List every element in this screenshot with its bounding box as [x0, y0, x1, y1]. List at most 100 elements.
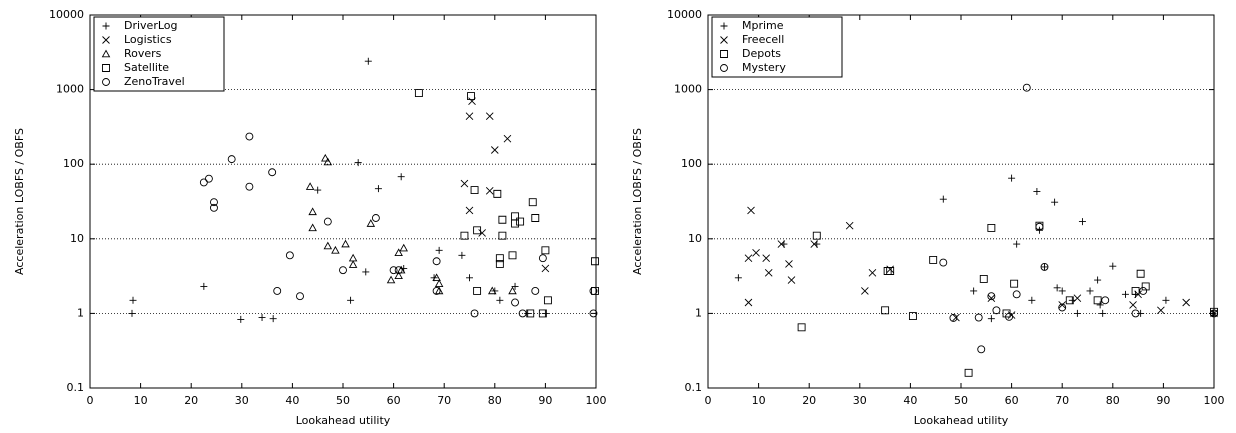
data-point — [364, 57, 372, 65]
data-point — [1073, 294, 1082, 302]
data-point — [881, 306, 890, 315]
data-point — [394, 271, 403, 279]
data-point — [1005, 312, 1014, 321]
data-point — [1010, 279, 1019, 288]
legend-label: Satellite — [124, 61, 169, 74]
data-point — [339, 266, 347, 275]
data-point — [541, 309, 549, 317]
legend-marker — [720, 36, 728, 44]
data-point — [432, 257, 441, 266]
legend-label: Mystery — [742, 61, 786, 74]
data-point — [491, 287, 499, 295]
data-point — [1058, 287, 1066, 295]
x-tick-label: 100 — [1204, 394, 1225, 407]
data-point — [434, 279, 444, 287]
data-point — [752, 248, 760, 257]
data-point — [308, 207, 317, 216]
data-point — [1012, 290, 1021, 299]
x-tick-label: 40 — [285, 394, 299, 407]
x-tick-label: 70 — [1055, 394, 1069, 407]
data-point — [939, 195, 947, 203]
data-point — [987, 294, 996, 302]
data-point — [511, 219, 519, 228]
legend-marker — [102, 78, 110, 86]
data-point — [374, 185, 382, 193]
data-point — [787, 276, 796, 284]
data-point — [1136, 269, 1145, 278]
data-point — [1051, 198, 1059, 206]
data-point — [531, 287, 540, 295]
data-point — [347, 296, 355, 304]
data-point — [498, 215, 507, 224]
data-point — [496, 296, 504, 304]
y-tick-label: 100 — [63, 157, 84, 170]
x-tick-label: 30 — [235, 394, 249, 407]
data-point — [868, 268, 877, 277]
data-point — [861, 287, 869, 295]
data-point — [467, 92, 475, 100]
data-point — [992, 306, 1001, 315]
data-point — [323, 157, 333, 166]
legend-marker — [101, 49, 111, 58]
data-point — [371, 214, 380, 222]
data-point — [987, 223, 996, 232]
data-point — [210, 203, 218, 212]
data-point — [1013, 240, 1021, 248]
data-point — [518, 309, 527, 318]
legend-label: Depots — [742, 47, 781, 60]
legend-box — [93, 16, 225, 92]
data-point — [394, 266, 403, 275]
data-point — [495, 260, 504, 268]
data-point — [987, 292, 996, 301]
y-tick-label: 1000 — [674, 83, 702, 96]
y-axis-label: Acceleration LOBFS / OBFS — [13, 128, 26, 275]
data-point — [764, 268, 773, 277]
x-tick-label: 60 — [1005, 394, 1019, 407]
data-point — [200, 282, 208, 290]
data-point — [812, 231, 821, 240]
data-point — [744, 298, 753, 307]
legend-marker — [720, 50, 728, 58]
data-point — [354, 159, 362, 167]
data-point — [366, 219, 376, 227]
data-point — [511, 212, 519, 221]
data-point — [460, 231, 469, 240]
data-point — [785, 260, 793, 268]
data-point — [1101, 296, 1110, 305]
y-tick-label: 1 — [77, 306, 84, 319]
data-point — [1121, 290, 1129, 298]
data-point — [473, 286, 482, 295]
x-tick-label: 20 — [184, 394, 198, 407]
data-point — [1086, 287, 1094, 295]
data-point — [949, 313, 958, 322]
x-tick-label: 10 — [752, 394, 766, 407]
data-point — [1022, 83, 1031, 92]
data-point — [1182, 298, 1190, 307]
data-point — [1058, 301, 1067, 309]
legend-marker — [102, 36, 110, 44]
data-point — [1028, 296, 1036, 304]
y-tick-label: 10 — [688, 232, 702, 245]
data-point — [883, 267, 892, 275]
data-point — [199, 178, 208, 187]
data-point — [1131, 286, 1140, 295]
x-tick-label: 30 — [853, 394, 867, 407]
x-tick-label: 0 — [705, 394, 712, 407]
data-point — [1109, 262, 1117, 270]
data-point — [845, 221, 854, 230]
data-point — [939, 258, 948, 267]
legend-label: Mprime — [742, 19, 784, 32]
data-point — [129, 296, 137, 304]
x-tick-label: 80 — [1106, 394, 1120, 407]
data-point — [321, 153, 330, 162]
data-point — [1157, 306, 1165, 315]
data-point — [1096, 301, 1104, 309]
x-tick-label: 0 — [87, 394, 94, 407]
data-point — [314, 186, 322, 194]
data-point — [470, 186, 479, 195]
data-point — [490, 146, 499, 154]
data-point — [204, 174, 213, 183]
x-tick-label: 90 — [538, 394, 552, 407]
data-point — [541, 264, 550, 273]
data-point — [485, 186, 494, 195]
